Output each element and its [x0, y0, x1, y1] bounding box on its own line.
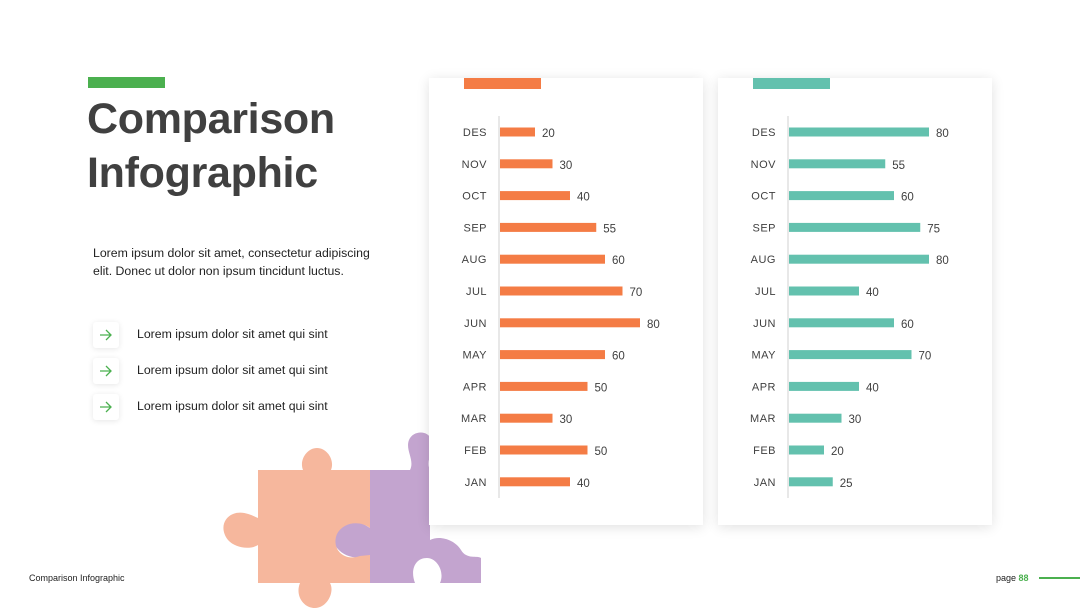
y-tick-label: FEB [753, 445, 776, 457]
data-label: 30 [560, 414, 573, 426]
y-tick-label: JAN [754, 477, 776, 489]
bar [500, 222, 597, 232]
bar [500, 127, 535, 137]
data-label: 60 [901, 319, 914, 331]
puzzle-piece-peach [223, 448, 370, 608]
page-number-value: 88 [1018, 573, 1029, 583]
y-tick-label: MAY [462, 350, 487, 362]
bar [500, 318, 640, 328]
data-label: 70 [919, 351, 932, 363]
data-label: 20 [831, 446, 844, 458]
bar [500, 159, 553, 169]
bullet-text: Lorem ipsum dolor sit amet qui sint [137, 363, 328, 377]
y-tick-label: JUN [464, 318, 487, 330]
bar-chart-right: DES 80 NOV 55 OCT 60 SEP 75 AUG 80 JUL 40 JUN 60 MAY 70… [750, 116, 949, 498]
bar [789, 445, 824, 455]
y-tick-label: FEB [464, 445, 487, 457]
data-label: 40 [577, 478, 590, 490]
arrow-right-icon [93, 394, 119, 420]
footer-accent-line [1039, 577, 1080, 579]
bar [500, 381, 588, 391]
bar [500, 350, 605, 360]
y-tick-label: OCT [751, 191, 776, 203]
y-tick-label: SEP [752, 222, 776, 234]
data-label: 30 [560, 160, 573, 172]
page-number: page 88 [996, 573, 1029, 583]
data-label: 80 [936, 255, 949, 267]
data-label: 55 [603, 223, 616, 235]
data-label: 50 [595, 446, 608, 458]
y-tick-label: DES [463, 127, 487, 139]
data-label: 75 [927, 223, 940, 235]
bar [789, 413, 842, 423]
y-tick-label: NOV [462, 159, 488, 171]
y-tick-label: APR [463, 381, 487, 393]
bar [500, 254, 605, 264]
bar [789, 286, 859, 296]
data-label: 60 [612, 351, 625, 363]
bar [789, 159, 886, 169]
data-label: 40 [866, 382, 879, 394]
y-tick-label: OCT [462, 191, 487, 203]
bar [789, 127, 929, 137]
data-label: 25 [840, 478, 853, 490]
y-tick-label: AUG [751, 254, 776, 266]
data-label: 30 [849, 414, 862, 426]
y-tick-label: SEP [463, 222, 487, 234]
arrow-right-icon [93, 322, 119, 348]
data-label: 55 [892, 160, 905, 172]
bar [789, 318, 894, 328]
page-label: page [996, 573, 1017, 583]
title-accent-bar [88, 77, 165, 88]
bar [789, 350, 912, 360]
data-label: 60 [612, 255, 625, 267]
bar [500, 191, 570, 201]
bar [789, 477, 833, 487]
bar-chart-left: DES 20 NOV 30 OCT 40 SEP 55 AUG 60 JUL 70 JUN 80 MAY 60… [461, 116, 660, 498]
y-tick-label: MAR [750, 413, 776, 425]
footer-title: Comparison Infographic [29, 573, 125, 583]
bullet-text: Lorem ipsum dolor sit amet qui sint [137, 399, 328, 413]
data-label: 80 [936, 128, 949, 140]
data-label: 40 [866, 287, 879, 299]
bar [789, 254, 929, 264]
y-tick-label: AUG [462, 254, 487, 266]
puzzle-pieces-illustration [223, 432, 481, 608]
chart-card-left: DES 20 NOV 30 OCT 40 SEP 55 AUG 60 JUL 70 JUN 80 MAY 60… [429, 78, 703, 525]
y-tick-label: DES [752, 127, 776, 139]
y-tick-label: JUN [753, 318, 776, 330]
description-text: Lorem ipsum dolor sit amet, consectetur … [93, 246, 370, 278]
chart-card-right: DES 80 NOV 55 OCT 60 SEP 75 AUG 80 JUL 40 JUN 60 MAY 70… [718, 78, 992, 525]
y-tick-label: NOV [751, 159, 777, 171]
data-label: 20 [542, 128, 555, 140]
chart-card-tab-orange [464, 78, 541, 89]
bar [789, 381, 859, 391]
bullet-text: Lorem ipsum dolor sit amet qui sint [137, 327, 328, 341]
bar [500, 413, 553, 423]
y-tick-label: JAN [465, 477, 487, 489]
data-label: 40 [577, 192, 590, 204]
chart-card-tab-teal [753, 78, 830, 89]
bar [500, 286, 623, 296]
y-tick-label: MAY [751, 350, 776, 362]
bar [500, 445, 588, 455]
data-label: 60 [901, 192, 914, 204]
y-tick-label: APR [752, 381, 776, 393]
puzzle-piece-purple [333, 432, 481, 583]
y-tick-label: MAR [461, 413, 487, 425]
data-label: 50 [595, 382, 608, 394]
data-label: 70 [630, 287, 643, 299]
y-tick-label: JUL [466, 286, 487, 298]
page-title: Comparison Infographic [87, 95, 335, 197]
y-tick-label: JUL [755, 286, 776, 298]
bar [789, 191, 894, 201]
arrow-right-icon [93, 358, 119, 384]
bar [789, 222, 921, 232]
bar [500, 477, 570, 487]
data-label: 80 [647, 319, 660, 331]
